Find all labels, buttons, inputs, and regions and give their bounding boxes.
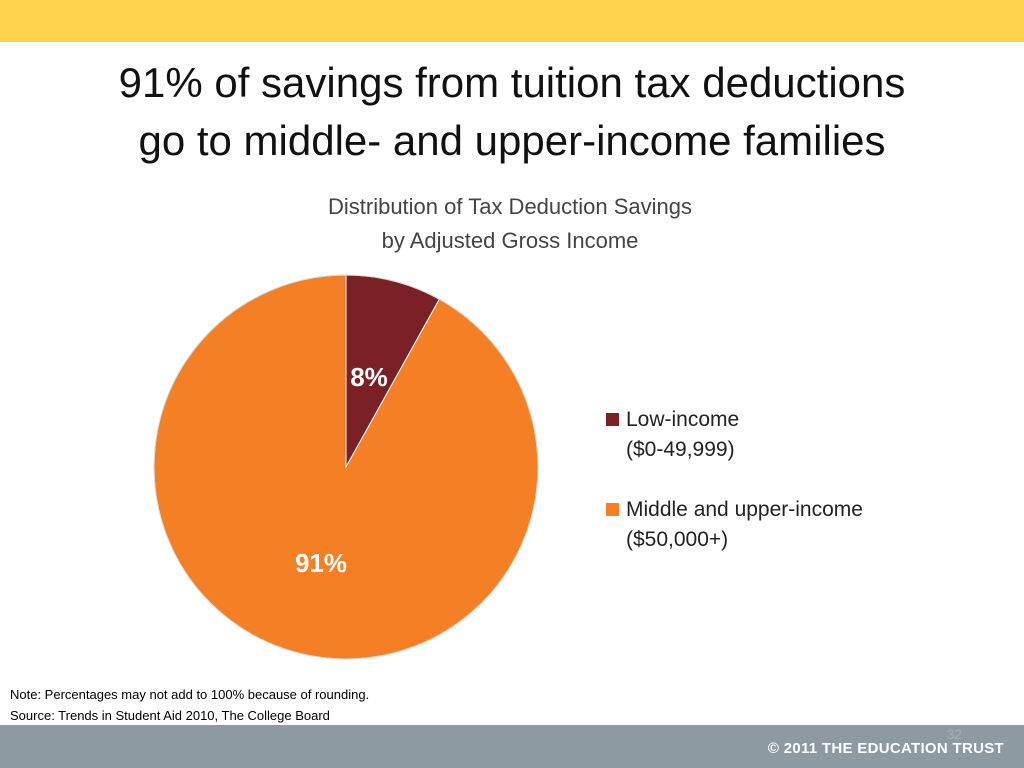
chart-title: Distribution of Tax Deduction Savings by… <box>230 190 790 258</box>
chart-title-line-2: by Adjusted Gross Income <box>381 228 639 253</box>
legend-swatch-middle-upper-income <box>606 503 619 516</box>
legend-item-middle-upper-income: Middle and upper-income ($50,000+) <box>606 495 986 555</box>
slide-title: 91% of savings from tuition tax deductio… <box>0 54 1024 170</box>
legend-item-low-income: Low-income ($0-49,999) <box>606 405 986 465</box>
chart-title-line-1: Distribution of Tax Deduction Savings <box>327 194 692 219</box>
pie-label-low-income: 8% <box>350 362 388 392</box>
pie-outline <box>153 274 539 660</box>
pie-chart: 8% 91% <box>153 274 539 660</box>
legend-label-low-income: Low-income <box>626 408 740 431</box>
pie-slice-middle-upper-income <box>153 274 539 660</box>
footer-bar <box>0 725 1024 768</box>
legend-sublabel-low-income: ($0-49,999) <box>626 438 735 461</box>
slide-title-line-2: go to middle- and upper-income families <box>138 117 886 164</box>
source-note: Source: Trends in Student Aid 2010, The … <box>10 708 330 723</box>
top-accent-bar <box>0 0 1024 42</box>
slide-title-line-1: 91% of savings from tuition tax deductio… <box>118 59 906 106</box>
slide-number: 32 <box>946 726 962 742</box>
footnotes: Note: Percentages may not add to 100% be… <box>10 684 369 726</box>
rounding-note: Note: Percentages may not add to 100% be… <box>10 687 370 702</box>
copyright-notice: © 2011 THE EDUCATION TRUST <box>767 740 1004 757</box>
pie-label-middle-upper-income: 91% <box>295 548 347 578</box>
legend-swatch-low-income <box>606 413 619 426</box>
legend-label-middle-upper-income: Middle and upper-income <box>626 498 863 521</box>
legend-sublabel-middle-upper-income: ($50,000+) <box>626 528 729 551</box>
chart-legend: Low-income ($0-49,999) Middle and upper-… <box>606 405 986 585</box>
